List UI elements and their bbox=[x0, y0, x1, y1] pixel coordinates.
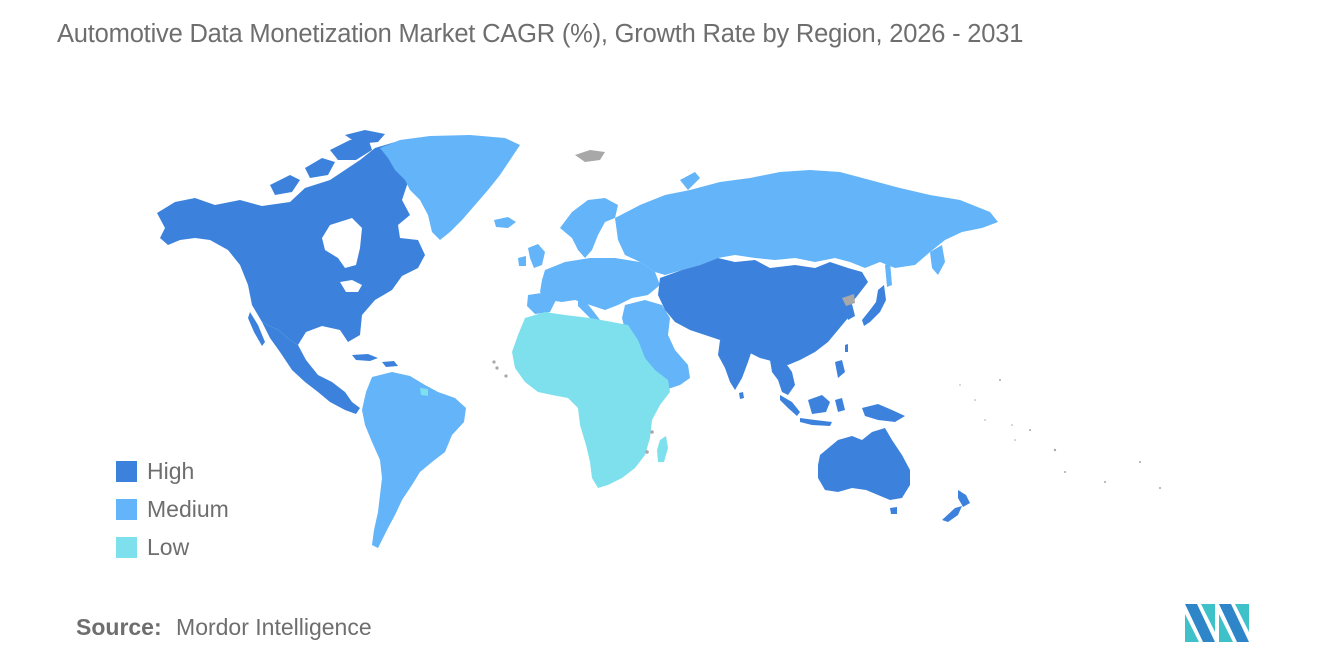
legend-swatch-low bbox=[116, 536, 137, 558]
legend-item-medium: Medium bbox=[116, 490, 229, 528]
region-middle-east bbox=[622, 300, 690, 390]
legend-swatch-high bbox=[116, 460, 137, 482]
legend-swatch-medium bbox=[116, 498, 137, 520]
map-legend: High Medium Low bbox=[116, 452, 229, 566]
region-south-america bbox=[362, 372, 466, 548]
region-europe bbox=[518, 150, 660, 322]
source-value: Mordor Intelligence bbox=[176, 614, 372, 640]
chart-title: Automotive Data Monetization Market CAGR… bbox=[57, 20, 1024, 48]
region-asia-pacific bbox=[658, 258, 905, 426]
no-data-islands bbox=[492, 360, 1161, 489]
legend-label-medium: Medium bbox=[147, 495, 229, 522]
region-russia bbox=[615, 170, 998, 287]
legend-label-high: High bbox=[147, 457, 195, 484]
source-attribution: Source: Mordor Intelligence bbox=[76, 614, 372, 641]
region-greenland bbox=[380, 135, 520, 240]
region-north-america bbox=[157, 130, 425, 414]
legend-label-low: Low bbox=[147, 533, 190, 560]
legend-item-high: High bbox=[116, 452, 229, 490]
legend-item-low: Low bbox=[116, 528, 229, 566]
mordor-intelligence-logo-icon bbox=[1185, 604, 1251, 642]
region-africa bbox=[512, 312, 670, 488]
source-key: Source: bbox=[76, 614, 162, 640]
region-oceania bbox=[818, 428, 970, 522]
